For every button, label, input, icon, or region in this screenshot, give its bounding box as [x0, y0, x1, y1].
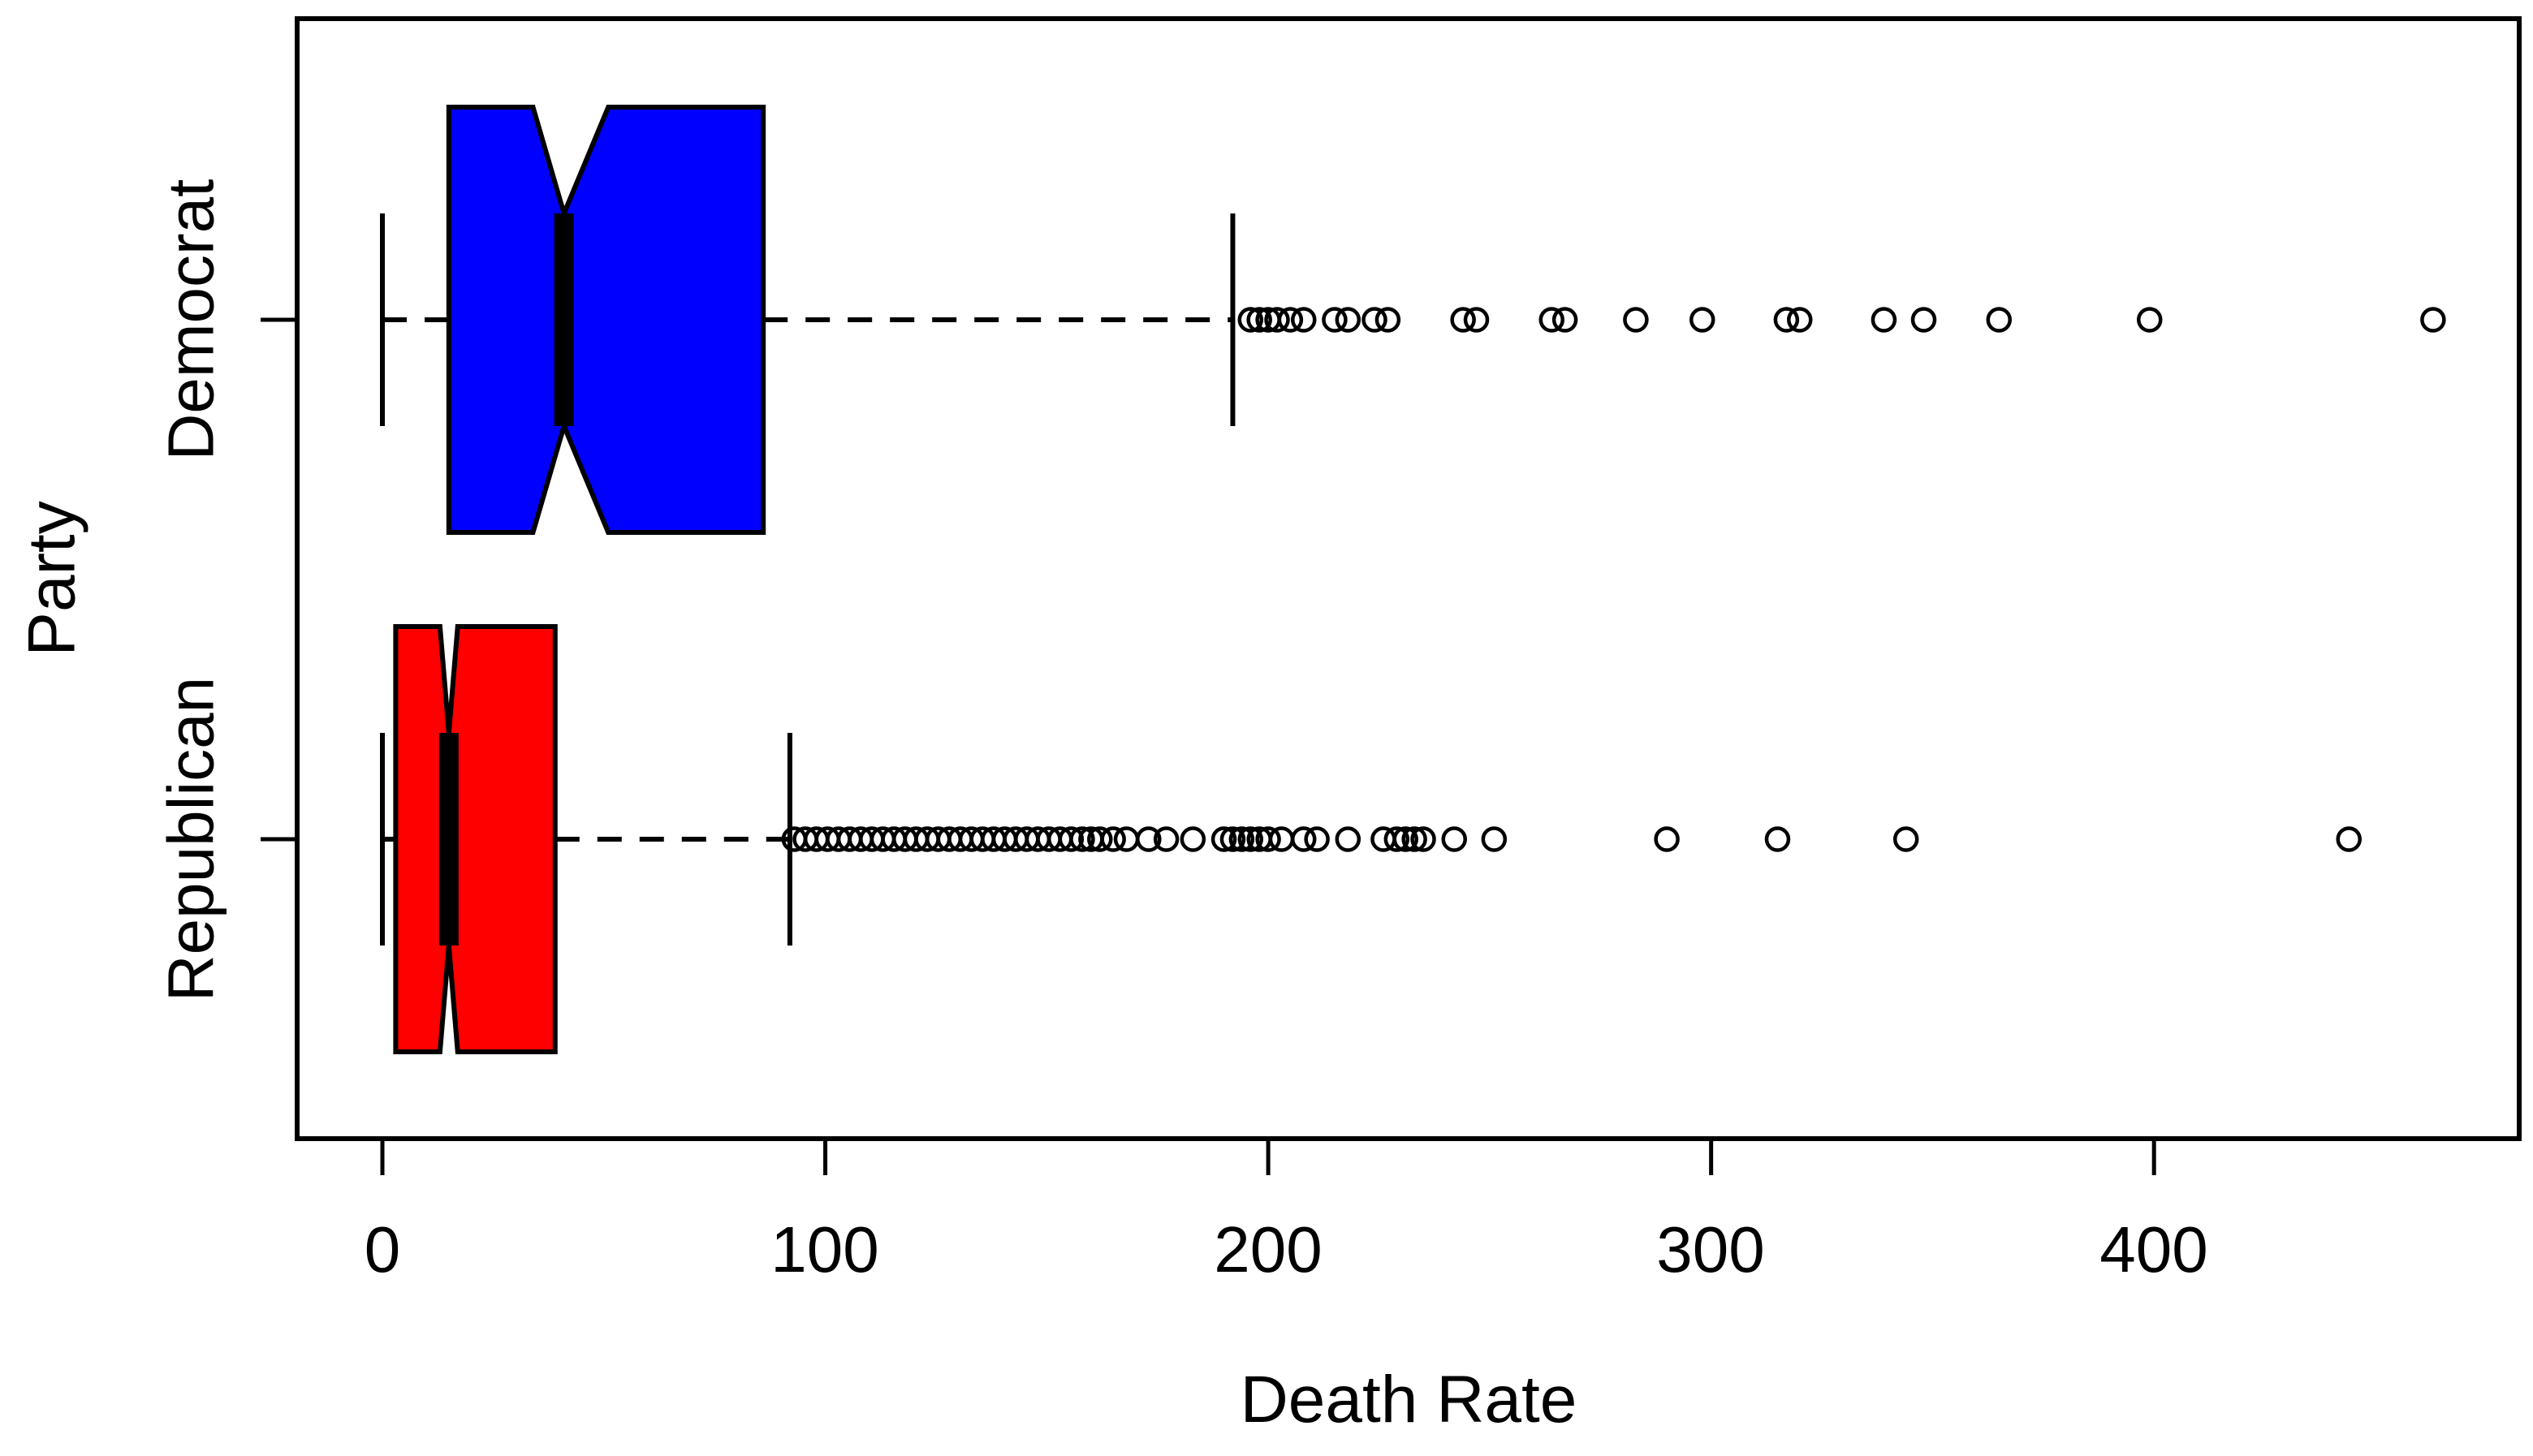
outlier-point-republican: [1304, 826, 1330, 852]
outlier-point-democrat: [2420, 307, 2446, 333]
outlier-point-democrat: [1871, 307, 1897, 333]
outlier-point-republican: [1153, 826, 1180, 852]
outlier-point-democrat: [1787, 307, 1813, 333]
y-tick-label-democrat: Democrat: [155, 179, 227, 461]
outlier-point-republican: [1180, 826, 1206, 852]
outlier-point-republican: [1087, 826, 1113, 852]
box-republican: [393, 624, 558, 1054]
outlier-point-democrat: [1773, 307, 1800, 333]
outlier-point-republican: [1058, 826, 1085, 852]
outlier-point-democrat: [1551, 307, 1578, 333]
x-axis-title: Death Rate: [1241, 1363, 1577, 1437]
outlier-point-democrat: [2136, 307, 2163, 333]
outlier-point-republican: [1335, 826, 1361, 852]
box-democrat: [446, 105, 766, 535]
outlier-point-republican: [1291, 826, 1317, 852]
outlier-point-republican: [1383, 826, 1410, 852]
x-tick-label-200: 200: [1214, 1213, 1322, 1286]
outlier-point-republican: [1892, 826, 1919, 852]
outlier-point-democrat: [1986, 307, 2013, 333]
outlier-point-republican: [1392, 826, 1418, 852]
x-tick-label-100: 100: [770, 1213, 878, 1286]
outlier-point-republican: [1237, 826, 1264, 852]
outlier-point-republican: [1410, 826, 1436, 852]
outlier-point-republican: [1136, 826, 1162, 852]
outlier-point-republican: [1210, 826, 1237, 852]
outlier-point-democrat: [1291, 307, 1317, 333]
outlier-point-republican: [1219, 826, 1246, 852]
outlier-point-democrat: [1463, 307, 1490, 333]
x-tick-label-400: 400: [2099, 1213, 2207, 1286]
y-tick-label-republican: Republican: [155, 677, 227, 1002]
outlier-point-republican: [1113, 826, 1140, 852]
outlier-point-republican: [1069, 826, 1095, 852]
outlier-point-democrat: [1689, 307, 1715, 333]
outlier-point-republican: [1481, 826, 1508, 852]
outlier-point-democrat: [1361, 307, 1387, 333]
outlier-point-democrat: [1335, 307, 1361, 333]
outlier-point-republican: [1255, 826, 1281, 852]
outlier-point-democrat: [1237, 307, 1264, 333]
outlier-point-democrat: [1450, 307, 1476, 333]
outlier-point-republican: [1654, 826, 1680, 852]
outlier-point-republican: [1401, 826, 1427, 852]
outlier-point-democrat: [1910, 307, 1937, 333]
outlier-point-republican: [1100, 826, 1126, 852]
outlier-point-republican: [1764, 826, 1791, 852]
plot-frame: [295, 16, 2522, 1141]
outlier-point-democrat: [1246, 307, 1272, 333]
outlier-point-republican: [1268, 826, 1295, 852]
outlier-point-democrat: [1322, 307, 1348, 333]
outlier-point-republican: [1228, 826, 1255, 852]
outlier-point-democrat: [1264, 307, 1290, 333]
x-tick-label-0: 0: [365, 1213, 401, 1286]
outlier-point-democrat: [1277, 307, 1304, 333]
outlier-point-republican: [1441, 826, 1467, 852]
chart-geometry: [261, 16, 2522, 1175]
y-axis-title: Party: [15, 501, 89, 656]
x-tick-label-300: 300: [1656, 1213, 1764, 1286]
outlier-point-democrat: [1623, 307, 1649, 333]
outlier-point-democrat: [1538, 307, 1565, 333]
outlier-point-republican: [2336, 826, 2362, 852]
outlier-point-democrat: [1374, 307, 1401, 333]
